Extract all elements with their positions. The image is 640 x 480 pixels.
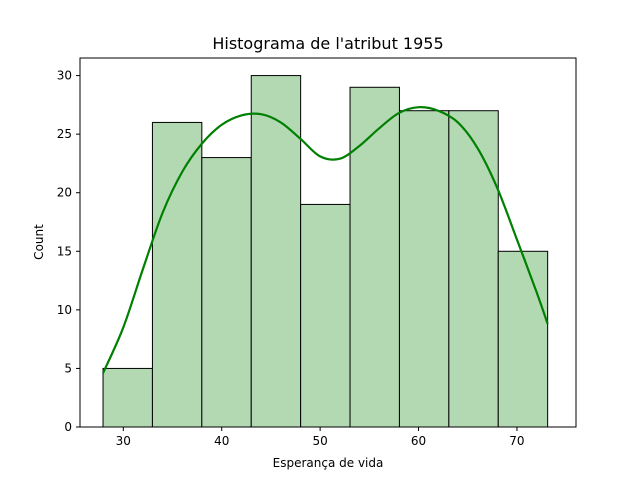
x-tick-label: 30 [116, 434, 131, 448]
y-axis-ticks: 0 5 10 15 20 25 30 [57, 69, 80, 434]
histogram-bar [398, 110, 450, 428]
x-tick-label: 50 [312, 434, 327, 448]
y-tick-label: 25 [57, 127, 72, 141]
x-tick-label: 70 [509, 434, 524, 448]
chart-title: Histograma de l'atribut 1955 [212, 34, 443, 53]
x-axis-ticks: 30 40 50 60 70 [116, 427, 525, 448]
histogram-bar [201, 157, 252, 428]
histogram-bar [448, 110, 499, 428]
x-tick-label: 60 [411, 434, 426, 448]
y-tick-label: 10 [57, 303, 72, 317]
x-axis-label: Esperança de vida [273, 456, 384, 470]
histogram-bar [102, 367, 153, 428]
y-tick-label: 15 [57, 244, 72, 258]
histogram-bar [349, 86, 400, 428]
y-axis-label: Count [32, 224, 46, 260]
plot-frame [79, 57, 577, 428]
kde-curve [102, 106, 549, 374]
histogram-bar [497, 250, 549, 428]
histogram-bar [250, 75, 302, 428]
y-tick-label: 5 [64, 361, 72, 375]
y-tick-label: 30 [57, 69, 72, 83]
y-tick-label: 0 [64, 420, 72, 434]
y-tick-label: 20 [57, 186, 72, 200]
histogram-bar [300, 203, 351, 428]
x-tick-label: 40 [214, 434, 229, 448]
histogram-bar [151, 121, 203, 428]
histogram-bars [102, 75, 549, 428]
